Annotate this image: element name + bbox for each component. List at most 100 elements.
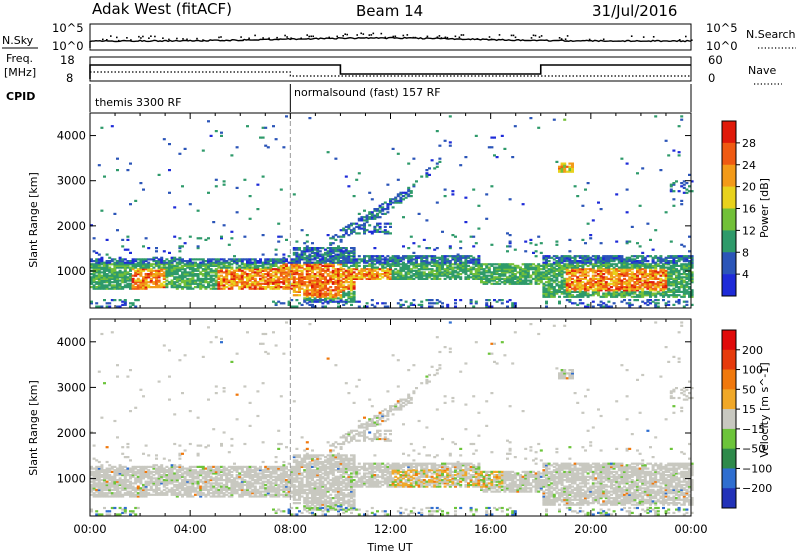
power-cell (574, 265, 577, 267)
power-cell (607, 278, 610, 280)
nsky-dot (445, 37, 447, 39)
velocity-cell (129, 474, 132, 476)
power-cell (134, 270, 137, 272)
power-cell (464, 156, 467, 158)
power-cell (620, 255, 623, 257)
power-cell (228, 258, 231, 260)
power-cell (176, 284, 179, 286)
power-cell (399, 299, 402, 301)
power-cell (683, 284, 686, 286)
power-cell (150, 268, 153, 270)
power-cell (319, 254, 322, 256)
power-cell (210, 284, 213, 286)
power-cell (683, 245, 686, 247)
power-cell (228, 270, 231, 272)
power-cell (568, 163, 571, 165)
velocity-cell (119, 513, 122, 515)
power-cell (514, 265, 517, 267)
power-cell (501, 278, 504, 280)
power-cell (280, 189, 283, 191)
power-cell (587, 293, 590, 295)
power-cell (516, 276, 519, 278)
power-cell (389, 276, 392, 278)
power-cell (683, 276, 686, 278)
power-cell (329, 237, 332, 239)
power-cell (147, 258, 150, 260)
power-cell (610, 268, 613, 270)
power-cell (98, 254, 101, 256)
velocity-cell (124, 507, 127, 509)
velocity-cell (129, 491, 132, 493)
velocity-cell (100, 482, 103, 484)
power-cell (358, 218, 361, 220)
power-cell (355, 179, 358, 181)
power-cell (126, 260, 129, 262)
nsky-dot (459, 37, 461, 39)
power-cell (446, 265, 449, 267)
power-cell (493, 299, 496, 301)
nsky-dot (539, 36, 541, 38)
freq-label: Freq. (6, 52, 33, 65)
power-cell (449, 260, 452, 262)
power-cell (108, 302, 111, 304)
power-cell (332, 294, 335, 296)
power-cell (384, 306, 387, 308)
power-cell (678, 265, 681, 267)
power-cell (428, 174, 431, 176)
power-cell (303, 289, 306, 291)
power-cell (641, 268, 644, 270)
power-cell (295, 241, 298, 243)
power-cell (662, 258, 665, 260)
power-cell (425, 299, 428, 301)
power-cell (394, 255, 397, 257)
power-cell (324, 252, 327, 254)
power-cell (459, 247, 462, 249)
power-cell (545, 255, 548, 257)
power-cell (496, 156, 499, 158)
power-cell (303, 247, 306, 249)
nsky-dot (373, 33, 375, 35)
power-cell (350, 268, 353, 270)
power-cell (678, 294, 681, 296)
power-cell (241, 267, 244, 269)
power-cell (262, 137, 265, 139)
colorbar-segment (722, 274, 736, 296)
velocity-cell (95, 510, 98, 512)
power-cell (145, 237, 148, 239)
power-cell (355, 232, 358, 234)
power-cell (358, 306, 361, 308)
power-cell (555, 161, 558, 163)
power-cell (680, 291, 683, 293)
power-cell (95, 306, 98, 308)
power-cell (119, 280, 122, 282)
power-cell (581, 284, 584, 286)
power-cell (186, 260, 189, 262)
power-cell (470, 258, 473, 260)
velocity-cell (129, 481, 132, 483)
nsky-dot (360, 33, 362, 35)
power-cell (472, 273, 475, 275)
power-cell (631, 258, 634, 260)
nsky-dot (284, 35, 286, 37)
power-cell (111, 268, 114, 270)
power-cell (220, 278, 223, 280)
power-cell (675, 294, 678, 296)
velocity-cell (100, 474, 103, 476)
power-cell (410, 190, 413, 192)
power-cell (106, 254, 109, 256)
velocity-cell (93, 492, 96, 494)
velocity-cell (119, 477, 122, 479)
power-cell (249, 283, 252, 285)
power-cell (345, 247, 348, 249)
nsky-dot (363, 33, 365, 35)
power-cell (423, 271, 426, 273)
power-cell (431, 268, 434, 270)
power-cell (334, 301, 337, 303)
power-cell (228, 280, 231, 282)
power-cell (306, 255, 309, 257)
power-cell (584, 189, 587, 191)
power-cell (444, 140, 447, 142)
velocity-cell (111, 507, 114, 509)
power-cell (581, 205, 584, 207)
power-cell (639, 284, 642, 286)
